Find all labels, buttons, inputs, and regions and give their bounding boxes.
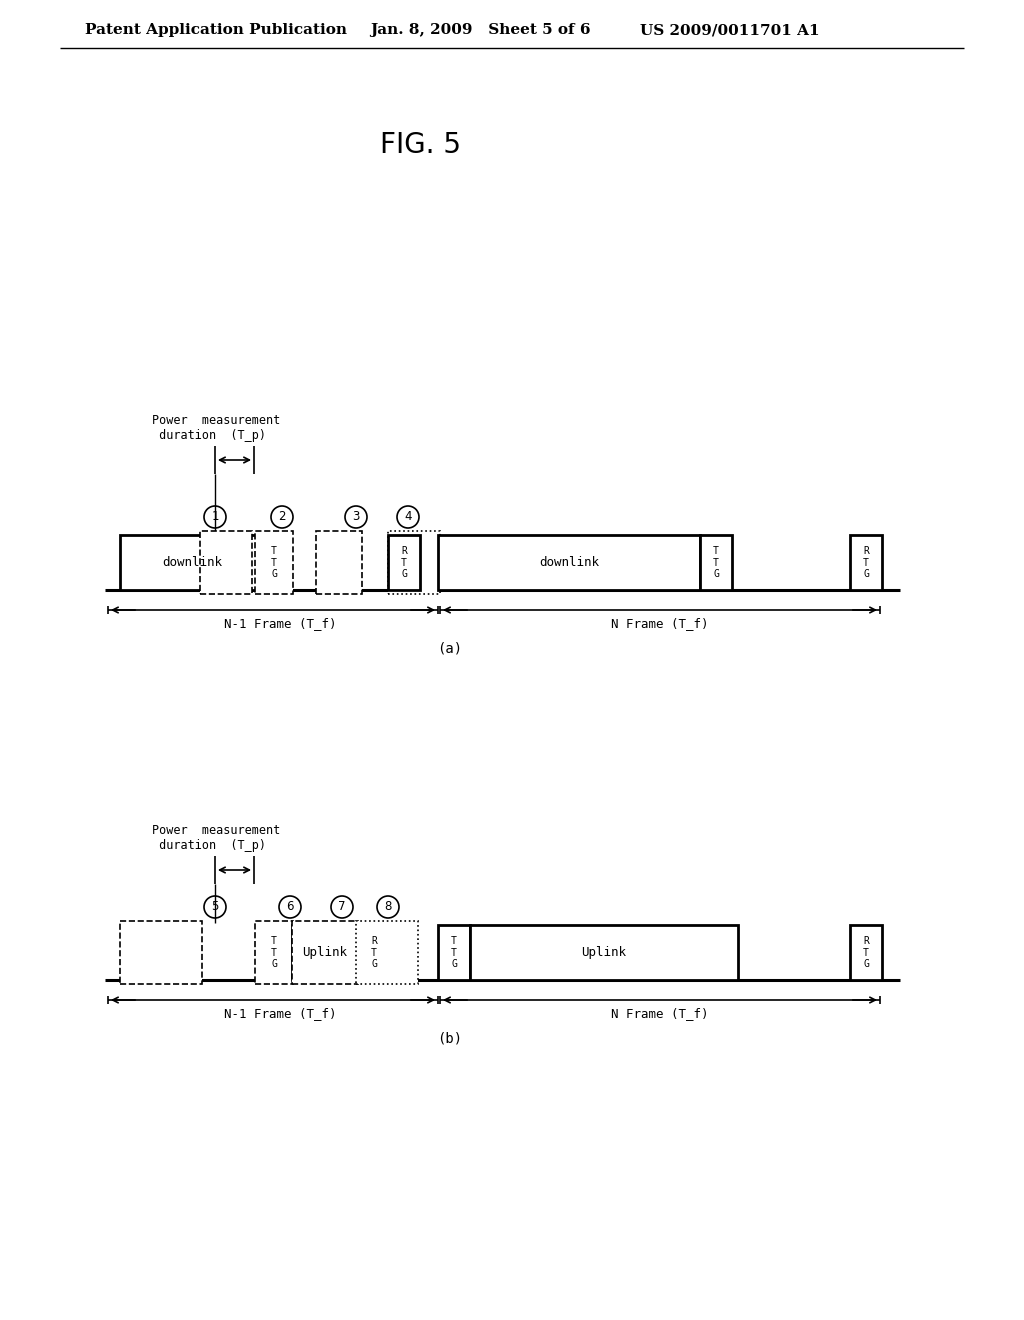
Text: R
T
G: R T G <box>863 546 869 579</box>
Bar <box>255 921 293 983</box>
Bar <box>470 925 738 979</box>
Bar <box>258 925 290 979</box>
Bar <box>316 531 362 594</box>
Text: N-1 Frame (T_f): N-1 Frame (T_f) <box>224 1007 336 1020</box>
Text: N Frame (T_f): N Frame (T_f) <box>611 1007 709 1020</box>
Text: Uplink: Uplink <box>582 946 627 960</box>
Text: (a): (a) <box>437 642 463 655</box>
Text: downlink: downlink <box>539 556 599 569</box>
Text: Jan. 8, 2009   Sheet 5 of 6: Jan. 8, 2009 Sheet 5 of 6 <box>370 22 591 37</box>
Bar <box>120 535 265 590</box>
Text: Power  measurement: Power measurement <box>152 413 281 426</box>
Text: Power  measurement: Power measurement <box>152 824 281 837</box>
Bar <box>258 535 290 590</box>
Text: Patent Application Publication: Patent Application Publication <box>85 22 347 37</box>
Bar <box>358 925 390 979</box>
Text: N-1 Frame (T_f): N-1 Frame (T_f) <box>224 618 336 631</box>
Bar <box>388 531 440 594</box>
Text: 7: 7 <box>338 900 346 913</box>
Text: US 2009/0011701 A1: US 2009/0011701 A1 <box>640 22 819 37</box>
Text: R
T
G: R T G <box>371 936 377 969</box>
Text: T
T
G: T T G <box>271 546 276 579</box>
Bar <box>850 925 882 979</box>
Bar <box>388 535 420 590</box>
Text: 6: 6 <box>287 900 294 913</box>
Text: downlink: downlink <box>163 556 222 569</box>
Bar <box>292 925 358 979</box>
Text: T
T
G: T T G <box>451 936 457 969</box>
Bar <box>438 925 470 979</box>
Text: duration  (T_p): duration (T_p) <box>152 429 266 442</box>
Text: T
T
G: T T G <box>713 546 719 579</box>
Bar <box>850 535 882 590</box>
Text: 1: 1 <box>211 511 219 524</box>
Text: 8: 8 <box>384 900 392 913</box>
Text: FIG. 5: FIG. 5 <box>380 131 461 158</box>
Bar <box>438 535 700 590</box>
Bar <box>120 921 202 983</box>
Bar <box>292 921 358 983</box>
Bar <box>255 531 293 594</box>
Text: (b): (b) <box>437 1031 463 1045</box>
Bar <box>200 531 252 594</box>
Text: 4: 4 <box>404 511 412 524</box>
Text: 5: 5 <box>211 900 219 913</box>
Text: 3: 3 <box>352 511 359 524</box>
Text: R
T
G: R T G <box>401 546 407 579</box>
Bar <box>356 921 418 983</box>
Text: R
T
G: R T G <box>863 936 869 969</box>
Text: T
T
G: T T G <box>271 936 276 969</box>
Text: Uplink: Uplink <box>302 946 347 960</box>
Bar <box>700 535 732 590</box>
Text: duration  (T_p): duration (T_p) <box>152 840 266 853</box>
Text: N Frame (T_f): N Frame (T_f) <box>611 618 709 631</box>
Text: 2: 2 <box>279 511 286 524</box>
